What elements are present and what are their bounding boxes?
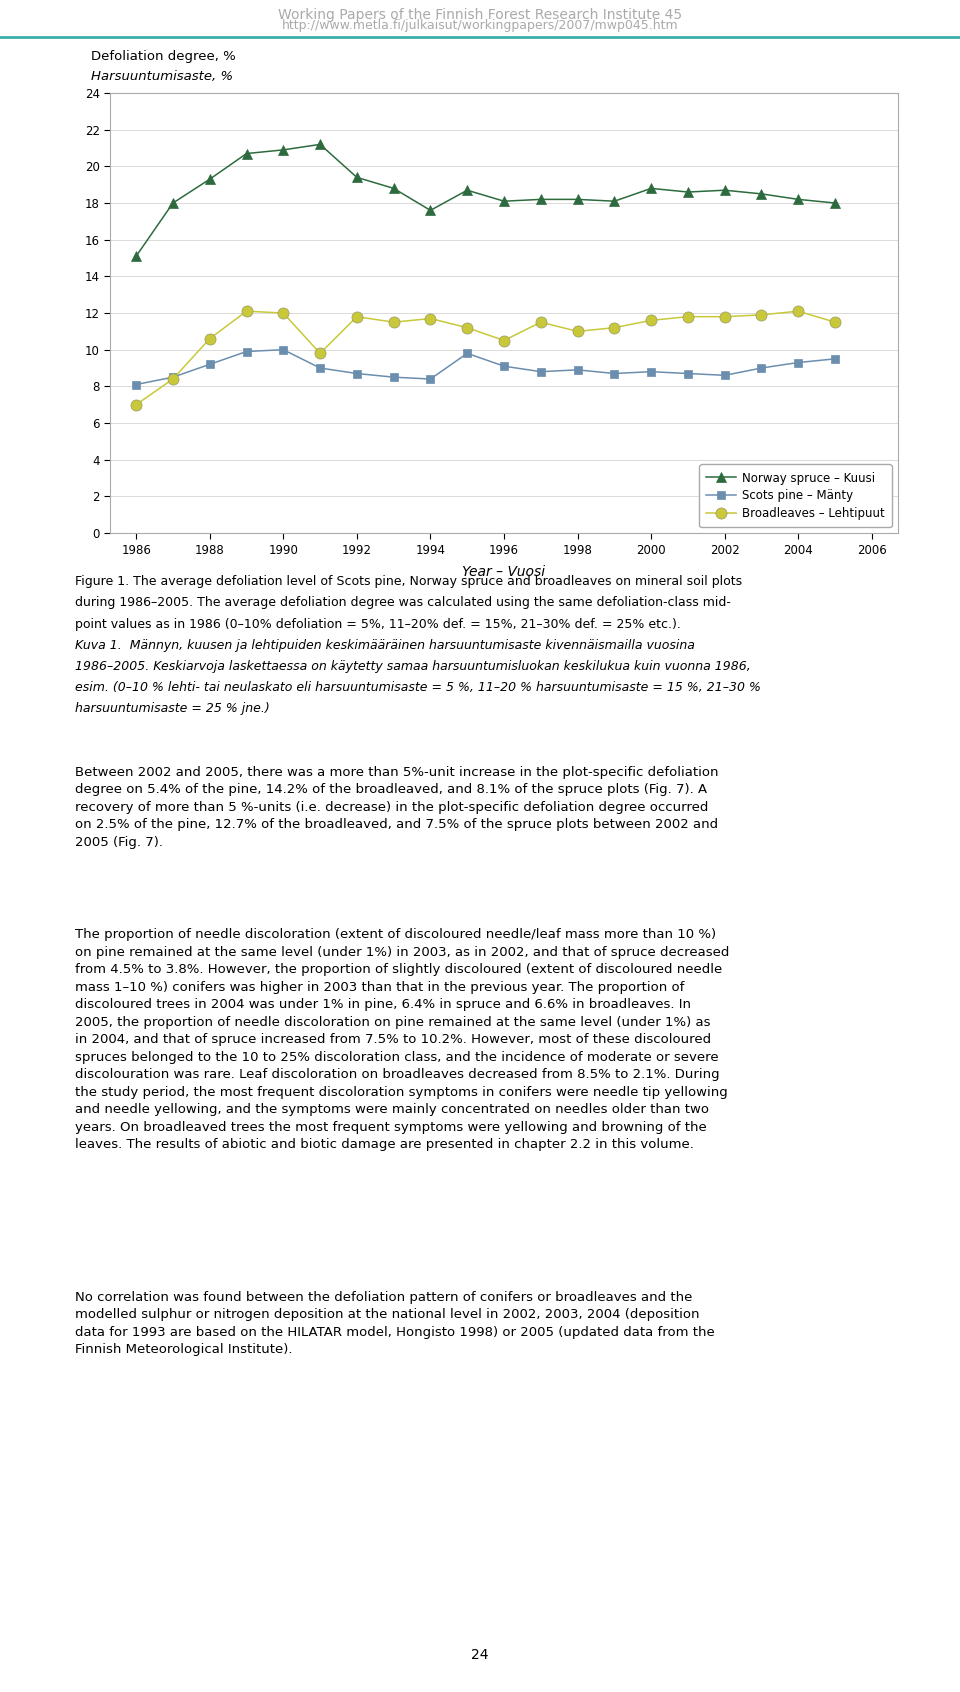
Text: No correlation was found between the defoliation pattern of conifers or broadlea: No correlation was found between the def… <box>75 1291 714 1357</box>
Text: Working Papers of the Finnish Forest Research Institute 45: Working Papers of the Finnish Forest Res… <box>278 7 682 22</box>
Broadleaves – Lehtipuut <box>645 310 657 330</box>
Broadleaves – Lehtipuut <box>719 306 731 327</box>
Norway spruce – Kuusi <box>498 191 510 212</box>
Broadleaves – Lehtipuut <box>204 328 215 349</box>
Scots pine – Mänty <box>351 364 363 384</box>
Text: The proportion of needle discoloration (extent of discoloured needle/leaf mass m: The proportion of needle discoloration (… <box>75 929 730 1151</box>
Scots pine – Mänty <box>609 364 620 384</box>
Broadleaves – Lehtipuut <box>683 306 694 327</box>
Broadleaves – Lehtipuut <box>167 369 179 389</box>
Legend: Norway spruce – Kuusi, Scots pine – Mänty, Broadleaves – Lehtipuut: Norway spruce – Kuusi, Scots pine – Mänt… <box>700 465 892 528</box>
Norway spruce – Kuusi <box>609 191 620 212</box>
Norway spruce – Kuusi <box>793 190 804 210</box>
Text: Figure 1. The average defoliation level of Scots pine, Norway spruce and broadle: Figure 1. The average defoliation level … <box>75 575 742 589</box>
Norway spruce – Kuusi <box>167 193 179 213</box>
Scots pine – Mänty <box>462 343 473 364</box>
Scots pine – Mänty <box>719 365 731 386</box>
Broadleaves – Lehtipuut <box>793 301 804 321</box>
Scots pine – Mänty <box>756 359 767 379</box>
Norway spruce – Kuusi <box>756 184 767 205</box>
Broadleaves – Lehtipuut <box>609 318 620 338</box>
Scots pine – Mänty <box>535 362 546 382</box>
Text: 1986–2005. Keskiarvoja laskettaessa on käytetty samaa harsuuntumisluokan keskilu: 1986–2005. Keskiarvoja laskettaessa on k… <box>75 660 751 673</box>
Broadleaves – Lehtipuut <box>351 306 363 327</box>
Scots pine – Mänty <box>829 349 841 369</box>
Scots pine – Mänty <box>424 369 436 389</box>
Text: Kuva 1.  Männyn, kuusen ja lehtipuiden keskimääräinen harsuuntumisaste kivennäis: Kuva 1. Männyn, kuusen ja lehtipuiden ke… <box>75 640 695 651</box>
Text: http://www.metla.fi/julkaisut/workingpapers/2007/mwp045.htm: http://www.metla.fi/julkaisut/workingpap… <box>281 19 679 32</box>
Broadleaves – Lehtipuut <box>498 330 510 350</box>
Norway spruce – Kuusi <box>277 140 289 161</box>
Scots pine – Mänty <box>683 364 694 384</box>
Broadleaves – Lehtipuut <box>572 321 584 342</box>
X-axis label: Year – Vuosi: Year – Vuosi <box>463 565 545 579</box>
Scots pine – Mänty <box>167 367 179 387</box>
Scots pine – Mänty <box>277 340 289 360</box>
Scots pine – Mänty <box>498 355 510 376</box>
Broadleaves – Lehtipuut <box>462 318 473 338</box>
Norway spruce – Kuusi <box>388 178 399 198</box>
Norway spruce – Kuusi <box>683 183 694 203</box>
Norway spruce – Kuusi <box>241 144 252 164</box>
Broadleaves – Lehtipuut <box>241 301 252 321</box>
Text: Harsuuntumisaste, %: Harsuuntumisaste, % <box>91 69 233 83</box>
Text: esim. (0–10 % lehti- tai neulaskato eli harsuuntumisaste = 5 %, 11–20 % harsuunt: esim. (0–10 % lehti- tai neulaskato eli … <box>75 682 760 694</box>
Norway spruce – Kuusi <box>314 134 325 154</box>
Broadleaves – Lehtipuut <box>535 311 546 332</box>
Norway spruce – Kuusi <box>645 178 657 198</box>
Broadleaves – Lehtipuut <box>131 394 142 415</box>
Line: Scots pine – Mänty: Scots pine – Mänty <box>132 345 839 389</box>
Norway spruce – Kuusi <box>351 168 363 188</box>
Norway spruce – Kuusi <box>572 190 584 210</box>
Text: during 1986–2005. The average defoliation degree was calculated using the same d: during 1986–2005. The average defoliatio… <box>75 597 731 609</box>
Broadleaves – Lehtipuut <box>388 311 399 332</box>
Line: Broadleaves – Lehtipuut: Broadleaves – Lehtipuut <box>131 306 841 409</box>
Line: Norway spruce – Kuusi: Norway spruce – Kuusi <box>132 140 840 261</box>
Text: Defoliation degree, %: Defoliation degree, % <box>91 49 236 63</box>
Scots pine – Mänty <box>314 359 325 379</box>
Norway spruce – Kuusi <box>424 200 436 220</box>
Broadleaves – Lehtipuut <box>314 343 325 364</box>
Norway spruce – Kuusi <box>131 245 142 266</box>
Norway spruce – Kuusi <box>204 169 215 190</box>
Scots pine – Mänty <box>241 342 252 362</box>
Scots pine – Mänty <box>572 360 584 381</box>
Norway spruce – Kuusi <box>829 193 841 213</box>
Norway spruce – Kuusi <box>719 179 731 200</box>
Scots pine – Mänty <box>131 374 142 394</box>
Scots pine – Mänty <box>793 352 804 372</box>
Broadleaves – Lehtipuut <box>424 308 436 328</box>
Text: harsuuntumisaste = 25 % jne.): harsuuntumisaste = 25 % jne.) <box>75 702 270 716</box>
Text: point values as in 1986 (0–10% defoliation = 5%, 11–20% def. = 15%, 21–30% def. : point values as in 1986 (0–10% defoliati… <box>75 618 681 631</box>
Scots pine – Mänty <box>645 362 657 382</box>
Norway spruce – Kuusi <box>535 190 546 210</box>
Scots pine – Mänty <box>204 354 215 374</box>
Text: 24: 24 <box>471 1648 489 1662</box>
Broadleaves – Lehtipuut <box>756 305 767 325</box>
Scots pine – Mänty <box>388 367 399 387</box>
Text: Between 2002 and 2005, there was a more than 5%-unit increase in the plot-specif: Between 2002 and 2005, there was a more … <box>75 765 718 849</box>
Broadleaves – Lehtipuut <box>829 311 841 332</box>
Broadleaves – Lehtipuut <box>277 303 289 323</box>
Norway spruce – Kuusi <box>462 179 473 200</box>
